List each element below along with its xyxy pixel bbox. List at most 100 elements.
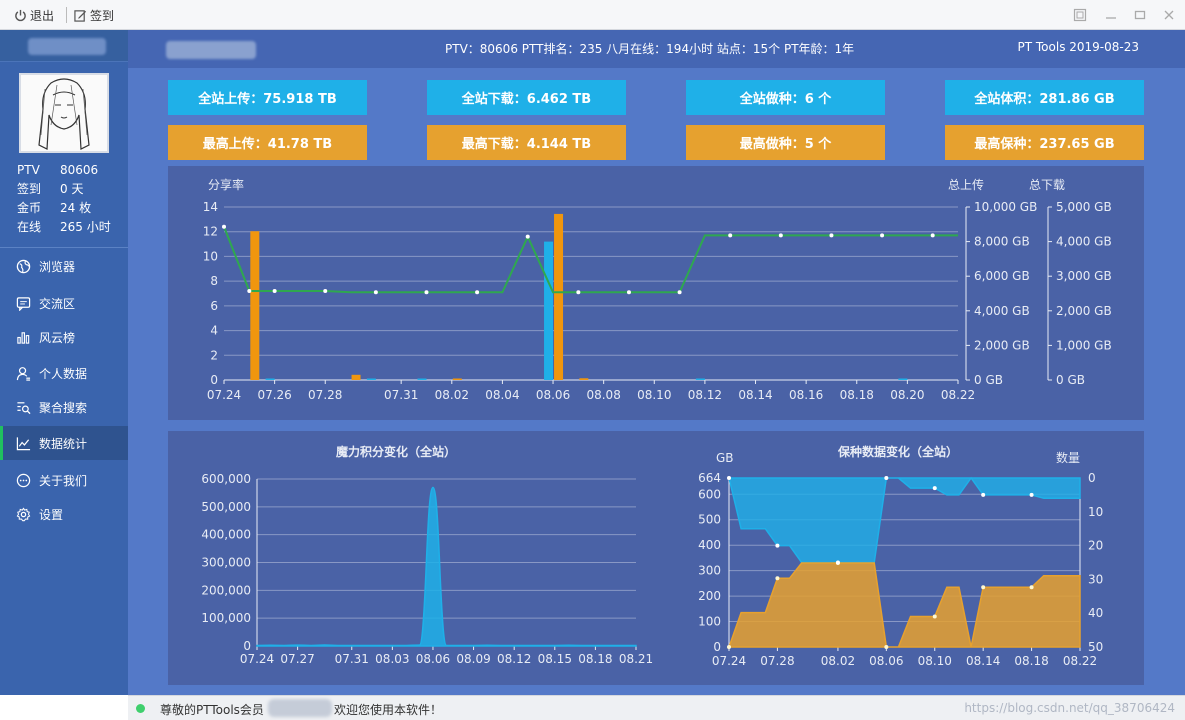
checkin-button[interactable]: 签到 xyxy=(74,6,114,24)
main-header: PTV：80606 PTT排名：235 八月在线：194小时 站点：15个 PT… xyxy=(128,30,1185,68)
bar-download xyxy=(250,231,260,380)
profile-value: 80606 xyxy=(60,163,99,177)
area-seed-count xyxy=(728,476,1081,564)
maximize-icon[interactable] xyxy=(1133,8,1147,22)
y-tick-label: 300 xyxy=(698,564,721,578)
chart-ratio-upload-download: 分享率 总上传 总下载 0 2 4 6 8 10 12 14 0 GB 2,000 GB 4,000 GB… xyxy=(203,177,1112,402)
profile-key: 金币 xyxy=(17,201,42,215)
x-tick-label: 08.03 xyxy=(375,652,409,666)
chart-bottom-panel: 魔力积分变化（全站） 0 100,000 200,000 300,000 400,000 5… xyxy=(168,431,1144,685)
x-tick-label: 08.06 xyxy=(416,652,450,666)
point-seed-size xyxy=(932,614,937,619)
nav-item-personal-data[interactable]: 个人数据 xyxy=(0,356,128,390)
x-tick-label: 07.31 xyxy=(384,388,418,402)
point-seed-size xyxy=(727,645,731,649)
y2-tick-label: 20 xyxy=(1088,539,1103,553)
card-total-seeding: 全站做种：6 个 xyxy=(686,80,885,115)
y-tick-label: 0 xyxy=(713,640,721,654)
y-tick-label: 6 xyxy=(210,299,218,313)
x-tick-label: 07.24 xyxy=(240,652,274,666)
profile-key: 签到 xyxy=(17,182,42,196)
x-tick-label: 08.06 xyxy=(536,388,570,402)
nav-item-ranking[interactable]: 风云榜 xyxy=(0,320,128,354)
minimize-icon[interactable] xyxy=(1104,8,1118,22)
y-tick-label: 100,000 xyxy=(201,611,251,625)
y-tick-label: 4 xyxy=(210,324,218,338)
status-greeting: 尊敬的PTTools会员 xyxy=(160,703,264,717)
point-seed-count xyxy=(884,476,889,480)
point-share-ratio xyxy=(323,289,328,294)
toolbar-divider xyxy=(66,7,67,23)
profile-key: 在线 xyxy=(17,220,42,234)
y2-tick-label: 0 GB xyxy=(974,373,1003,387)
point-share-ratio xyxy=(272,289,277,294)
profile-key: PTV xyxy=(17,163,40,177)
y2-tick-label: 50 xyxy=(1088,640,1103,654)
x-tick-label: 08.15 xyxy=(538,652,572,666)
y-tick-label: 8 xyxy=(210,274,218,288)
bar-upload xyxy=(366,378,376,380)
nav-item-forum[interactable]: 交流区 xyxy=(0,286,128,320)
point-share-ratio xyxy=(247,289,252,294)
close-icon[interactable] xyxy=(1162,8,1176,22)
line-share-ratio xyxy=(223,226,958,294)
nav-item-settings[interactable]: 设置 xyxy=(0,497,128,531)
point-share-ratio xyxy=(778,233,783,238)
nav-item-about[interactable]: 关于我们 xyxy=(0,463,128,497)
x-tick-label: 08.21 xyxy=(619,652,653,666)
x-tick-label: 08.06 xyxy=(869,654,903,668)
avatar[interactable] xyxy=(19,73,109,153)
nav-item-statistics[interactable]: 数据统计 xyxy=(0,426,128,460)
y3-tick-label: 1,000 GB xyxy=(1056,338,1112,352)
x-tick-label: 08.18 xyxy=(578,652,612,666)
logout-button[interactable]: 退出 xyxy=(14,6,54,24)
x-tick-label: 08.18 xyxy=(1014,654,1048,668)
y3-tick-label: 4,000 GB xyxy=(1056,235,1112,249)
point-share-ratio xyxy=(525,234,530,239)
x-tick-label: 08.22 xyxy=(1063,654,1097,668)
line-chart-icon xyxy=(16,436,31,450)
sidebar-header xyxy=(0,30,128,62)
status-bar: 尊敬的PTTools会员 欢迎您使用本软件！ https://blog.csdn… xyxy=(128,695,1185,720)
y3-tick-label: 0 GB xyxy=(1056,373,1085,387)
y3-tick-label: 5,000 GB xyxy=(1056,200,1112,214)
bar-upload xyxy=(695,378,705,380)
y-axis-title: GB xyxy=(716,451,734,465)
nav-item-aggregate-search[interactable]: 聚合搜索 xyxy=(0,390,128,424)
point-share-ratio xyxy=(576,290,581,295)
x-tick-label: 08.12 xyxy=(497,652,531,666)
y2-tick-label: 0 xyxy=(1088,471,1096,485)
bar-chart-icon xyxy=(17,331,30,344)
skin-icon[interactable] xyxy=(1073,8,1087,22)
x-tick-label: 08.22 xyxy=(941,388,975,402)
watermark: https://blog.csdn.net/qq_38706424 xyxy=(964,701,1175,715)
point-share-ratio xyxy=(880,233,885,238)
header-brand: PT Tools 2019-08-23 xyxy=(1017,40,1140,54)
y-tick-label: 14 xyxy=(203,200,218,214)
edit-icon xyxy=(74,9,87,22)
member-name-redacted xyxy=(268,699,332,717)
x-tick-label: 08.18 xyxy=(840,388,874,402)
x-tick-label: 07.28 xyxy=(308,388,342,402)
x-tick-label: 08.14 xyxy=(966,654,1000,668)
card-total-download: 全站下载：6.462 TB xyxy=(427,80,626,115)
x-tick-label: 08.04 xyxy=(485,388,519,402)
y-tick-label: 600 xyxy=(698,487,721,501)
x-tick-label: 07.27 xyxy=(280,652,314,666)
gear-icon xyxy=(16,507,31,521)
y3-tick-label: 2,000 GB xyxy=(1056,304,1112,318)
point-seed-count xyxy=(1029,492,1034,497)
nav-label: 设置 xyxy=(39,507,64,522)
sidebar: PTV 80606 签到 0 天 金币 24 枚 在线 265 小时 浏览器 交… xyxy=(0,30,128,695)
point-share-ratio xyxy=(626,290,631,295)
nav-item-browser[interactable]: 浏览器 xyxy=(0,249,128,283)
card-max-keep: 最高保种：237.65 GB xyxy=(945,125,1144,160)
point-seed-size xyxy=(1029,585,1034,590)
x-tick-label: 08.09 xyxy=(456,652,490,666)
x-tick-label: 07.24 xyxy=(712,654,746,668)
chart-keep-seed: 保种数据变化（全站） GB 数量 0 100 200 300 400 500 600 664 0 10 2… xyxy=(698,444,1103,668)
main-content: PTV：80606 PTT排名：235 八月在线：194小时 站点：15个 PT… xyxy=(128,30,1185,695)
header-stats: PTV：80606 PTT排名：235 八月在线：194小时 站点：15个 PT… xyxy=(445,42,855,56)
point-seed-count xyxy=(775,543,780,548)
y-tick-label: 200,000 xyxy=(201,583,251,597)
